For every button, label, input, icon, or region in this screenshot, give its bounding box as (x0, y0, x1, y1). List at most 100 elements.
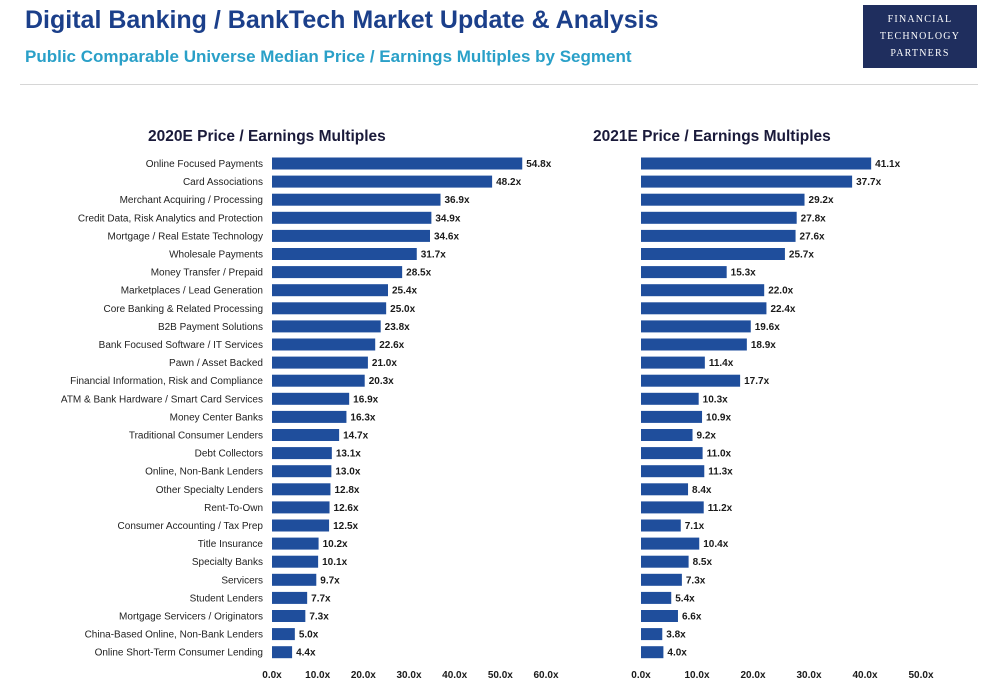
category-label-26: Mortgage Servicers / Originators (119, 612, 263, 623)
bar-2021e-8 (641, 284, 765, 297)
header-divider (20, 84, 978, 85)
value-label-2021e-5: 27.6x (800, 231, 825, 242)
value-label-2020e-14: 16.9x (353, 394, 378, 405)
bar-2021e-5 (641, 229, 796, 242)
bar-2021e-1 (641, 157, 872, 170)
page-subtitle: Public Comparable Universe Median Price … (25, 47, 632, 66)
category-label-15: Money Center Banks (170, 412, 263, 423)
category-label-10: B2B Payment Solutions (158, 322, 263, 333)
bar-2020e-28 (272, 646, 293, 659)
bar-2021e-4 (641, 211, 797, 224)
chart-title-2020e: 2020E Price / Earnings Multiples (148, 128, 386, 145)
category-label-6: Wholesale Payments (169, 250, 263, 261)
value-label-2020e-9: 25.0x (390, 304, 415, 315)
value-label-2021e-22: 10.4x (703, 539, 728, 550)
category-label-19: Other Specialty Lenders (156, 485, 263, 496)
bar-2020e-6 (272, 248, 417, 260)
bar-2020e-9 (272, 302, 387, 315)
value-label-2021e-8: 22.0x (768, 286, 793, 297)
value-label-2021e-28: 4.0x (667, 648, 687, 659)
value-label-2021e-9: 22.4x (770, 304, 795, 315)
logo-line-3: PARTNERS (890, 48, 950, 59)
x-tick-label-2020e-5: 50.0x (488, 670, 513, 681)
bar-2020e-25 (272, 591, 308, 604)
category-label-17: Debt Collectors (195, 449, 263, 460)
value-label-2020e-15: 16.3x (350, 412, 375, 423)
bar-2020e-12 (272, 356, 368, 369)
value-label-2021e-11: 18.9x (751, 340, 776, 351)
category-label-18: Online, Non-Bank Lenders (145, 467, 263, 478)
bar-2020e-2 (272, 175, 493, 188)
bar-2020e-7 (272, 266, 403, 279)
bar-2021e-12 (641, 356, 705, 369)
x-tick-label-2020e-3: 30.0x (396, 670, 421, 681)
category-label-11: Bank Focused Software / IT Services (99, 340, 263, 351)
value-label-2021e-21: 7.1x (685, 521, 705, 532)
bar-2021e-19 (641, 483, 689, 496)
bar-2020e-18 (272, 465, 332, 478)
bar-2021e-22 (641, 537, 700, 550)
logo-line-1: FINANCIAL (887, 14, 953, 25)
bar-2021e-23 (641, 555, 689, 568)
value-label-2021e-13: 17.7x (744, 376, 769, 387)
value-label-2020e-5: 34.6x (434, 231, 459, 242)
category-label-20: Rent-To-Own (204, 503, 263, 514)
logo-line-2: TECHNOLOGY (879, 31, 961, 42)
value-label-2020e-27: 5.0x (299, 630, 319, 641)
bar-2021e-18 (641, 465, 705, 478)
chart-title-2021e: 2021E Price / Earnings Multiples (593, 128, 831, 145)
value-label-2021e-24: 7.3x (686, 575, 706, 586)
bar-2021e-17 (641, 447, 703, 460)
bar-2021e-14 (641, 392, 699, 405)
bar-2021e-11 (641, 338, 747, 351)
bar-2020e-16 (272, 429, 340, 441)
value-label-2021e-7: 15.3x (731, 268, 756, 279)
bar-2020e-27 (272, 628, 295, 641)
value-label-2021e-17: 11.0x (707, 449, 732, 460)
bar-2021e-27 (641, 628, 663, 641)
bar-2020e-3 (272, 193, 441, 206)
bar-2020e-10 (272, 320, 381, 333)
bar-2020e-11 (272, 338, 376, 351)
x-tick-label-2020e-1: 10.0x (305, 670, 330, 681)
bar-2021e-7 (641, 266, 727, 279)
value-label-2021e-3: 29.2x (809, 195, 834, 206)
value-label-2020e-25: 7.7x (311, 593, 331, 604)
value-label-2020e-20: 12.6x (334, 503, 359, 514)
bar-2021e-26 (641, 610, 678, 622)
value-label-2021e-2: 37.7x (856, 177, 881, 188)
bar-2021e-10 (641, 320, 751, 333)
bar-2021e-6 (641, 248, 785, 260)
value-label-2020e-11: 22.6x (379, 340, 404, 351)
value-label-2021e-10: 19.6x (755, 322, 780, 333)
value-label-2021e-20: 11.2x (708, 503, 733, 514)
value-label-2021e-14: 10.3x (703, 394, 728, 405)
value-label-2021e-12: 11.4x (709, 358, 734, 369)
x-tick-label-2020e-2: 20.0x (351, 670, 376, 681)
bar-2020e-17 (272, 447, 332, 460)
bar-2020e-26 (272, 610, 306, 622)
value-label-2021e-23: 8.5x (693, 557, 713, 568)
x-tick-label-2021e-3: 30.0x (796, 670, 821, 681)
bar-2021e-15 (641, 410, 703, 423)
category-label-22: Title Insurance (198, 539, 264, 550)
bar-2021e-13 (641, 374, 741, 387)
value-label-2020e-4: 34.9x (435, 213, 460, 224)
value-label-2020e-26: 7.3x (309, 612, 329, 623)
bar-2020e-21 (272, 519, 330, 532)
value-label-2020e-24: 9.7x (320, 575, 340, 586)
x-tick-label-2020e-6: 60.0x (533, 670, 558, 681)
value-label-2020e-22: 10.2x (323, 539, 348, 550)
bar-2021e-3 (641, 193, 805, 206)
bar-2021e-20 (641, 501, 704, 514)
x-tick-label-2021e-4: 40.0x (852, 670, 877, 681)
category-label-25: Student Lenders (190, 593, 263, 604)
bar-2020e-8 (272, 284, 388, 297)
bar-2020e-19 (272, 483, 331, 496)
category-label-2: Card Associations (183, 177, 263, 188)
value-label-2020e-13: 20.3x (369, 376, 394, 387)
bar-2020e-13 (272, 374, 365, 387)
bar-2021e-24 (641, 573, 682, 586)
bar-2020e-14 (272, 392, 350, 405)
